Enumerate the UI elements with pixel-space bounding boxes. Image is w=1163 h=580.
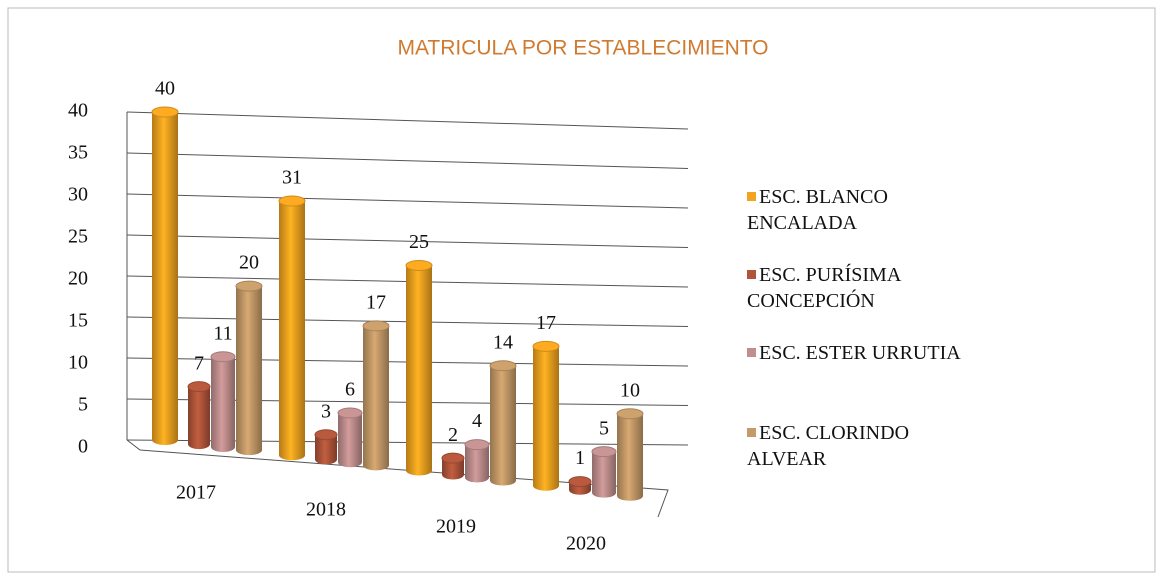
bar xyxy=(279,201,305,461)
legend-item: ESC. CLORINDO ALVEAR xyxy=(747,420,987,472)
bar-top xyxy=(464,439,490,451)
bar-top xyxy=(235,280,263,292)
legend-swatch xyxy=(747,270,756,279)
data-label: 7 xyxy=(194,352,204,374)
grid-line xyxy=(126,111,689,130)
y-tick-label: 0 xyxy=(78,436,88,458)
data-label: 10 xyxy=(620,379,640,401)
data-label: 25 xyxy=(409,231,429,253)
bar xyxy=(152,112,178,445)
bar xyxy=(490,365,516,486)
bar-top xyxy=(314,429,338,441)
y-tick-label: 10 xyxy=(68,352,88,374)
legend-label: ESC. PURÍSIMA CONCEPCIÓN xyxy=(747,264,901,312)
x-tick-label: 2020 xyxy=(566,533,606,555)
data-label: 4 xyxy=(472,410,482,432)
bar-top xyxy=(591,446,617,458)
bar-top xyxy=(187,381,211,393)
bar xyxy=(338,413,362,468)
bar-top xyxy=(532,340,560,352)
bar xyxy=(315,434,337,465)
legend-item: ESC. PURÍSIMA CONCEPCIÓN xyxy=(747,262,987,314)
data-label: 1 xyxy=(575,447,585,469)
x-tick-label: 2019 xyxy=(436,516,476,538)
bar xyxy=(188,386,210,450)
data-label: 11 xyxy=(213,322,232,344)
legend-label: ESC. BLANCO ENCALADA xyxy=(747,186,888,234)
legend-swatch xyxy=(747,348,756,357)
bar xyxy=(363,325,389,471)
data-label: 17 xyxy=(536,312,556,334)
bar-top xyxy=(151,106,179,118)
chart-border xyxy=(7,7,1156,573)
grid-line xyxy=(126,193,689,209)
bar-top xyxy=(489,360,517,372)
data-label: 2 xyxy=(448,424,458,446)
legend-item: ESC. BLANCO ENCALADA xyxy=(747,184,987,236)
floor-edge xyxy=(126,439,669,518)
bar-top xyxy=(616,408,644,420)
bar xyxy=(236,286,262,456)
data-label: 20 xyxy=(239,252,259,274)
data-label: 5 xyxy=(599,417,609,439)
legend-label: ESC. ESTER URRUTIA xyxy=(759,342,961,364)
bar xyxy=(211,356,235,452)
chart-title: MATRICULA POR ESTABLECIMIENTO xyxy=(397,37,768,60)
grid-line xyxy=(126,234,689,248)
grid-line xyxy=(126,152,689,169)
data-label: 17 xyxy=(366,292,386,314)
y-tick-label: 5 xyxy=(78,394,88,416)
legend-swatch xyxy=(747,192,756,201)
bar xyxy=(442,458,464,480)
bar-top xyxy=(210,351,236,363)
bar-top xyxy=(568,476,592,488)
bar-top xyxy=(337,407,363,419)
bar-top xyxy=(441,452,465,464)
x-tick-label: 2018 xyxy=(306,499,346,521)
bar-top xyxy=(405,259,433,271)
bar xyxy=(406,265,432,476)
bar-top xyxy=(278,195,306,207)
bar xyxy=(465,444,489,483)
data-label: 40 xyxy=(155,78,175,100)
bar xyxy=(592,451,616,498)
legend-label: ESC. CLORINDO ALVEAR xyxy=(747,422,910,470)
bar-top xyxy=(362,320,390,332)
legend-swatch xyxy=(747,428,756,437)
bar xyxy=(533,346,559,491)
bar xyxy=(617,413,643,501)
data-label: 14 xyxy=(493,331,513,353)
y-tick-label: 40 xyxy=(68,100,88,122)
y-tick-label: 25 xyxy=(68,226,88,248)
data-label: 31 xyxy=(282,167,302,189)
y-tick-label: 20 xyxy=(68,268,88,290)
data-label: 3 xyxy=(321,400,331,422)
x-tick-label: 2017 xyxy=(176,482,216,504)
y-tick-label: 30 xyxy=(68,184,88,206)
data-label: 6 xyxy=(345,379,355,401)
y-tick-label: 15 xyxy=(68,310,88,332)
y-tick-label: 35 xyxy=(68,142,88,164)
legend-item: ESC. ESTER URRUTIA xyxy=(747,340,987,366)
